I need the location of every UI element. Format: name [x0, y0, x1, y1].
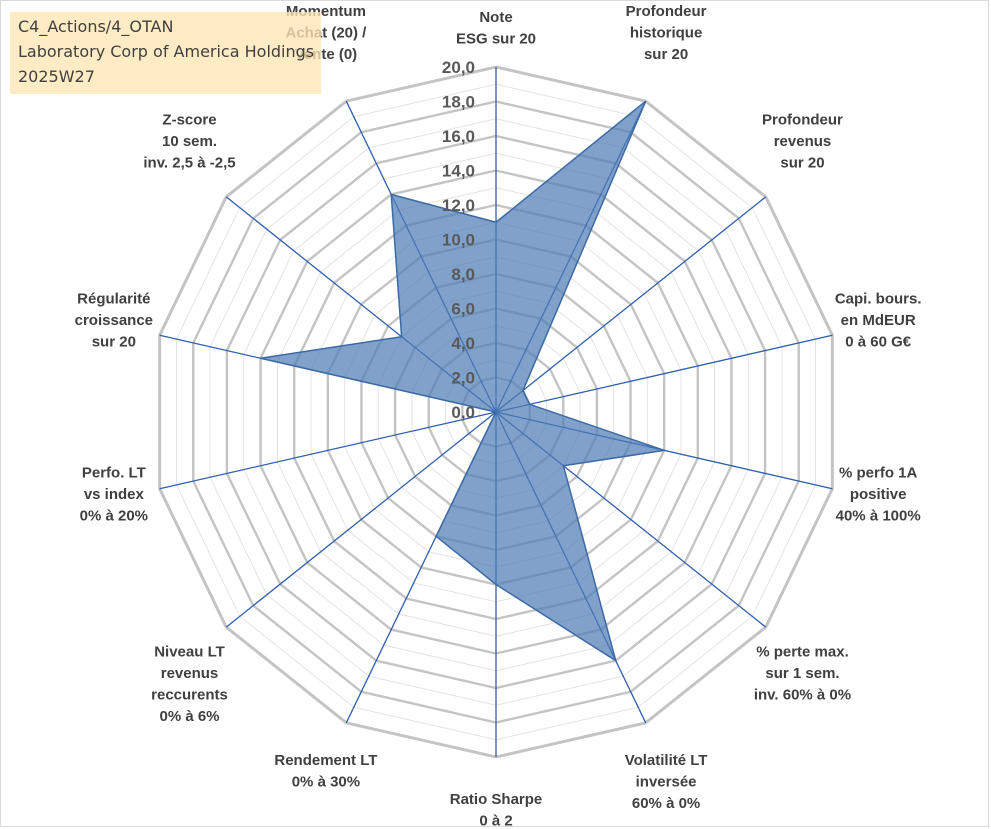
axis-label: % perte max. sur 1 sem. inv. 60% à 0%: [754, 643, 851, 703]
axis-label: Ratio Sharpe 0 à 2: [450, 791, 543, 829]
axis-label: Niveau LT revenus reccurents 0% à 6%: [151, 643, 228, 725]
axis-label: % perfo 1A positive 40% à 100%: [836, 465, 921, 525]
tick-label: 16,0: [442, 127, 475, 146]
tick-label: 10,0: [442, 231, 475, 250]
tick-label: 18,0: [442, 93, 475, 112]
tick-label: 2,0: [451, 369, 475, 388]
radar-series: [260, 100, 665, 663]
spoke-axis: [159, 411, 497, 490]
axis-label: Profondeur historique sur 20: [626, 3, 707, 63]
title-line-3: 2025W27: [18, 67, 95, 86]
chart-title-box: C4_Actions/4_OTAN Laboratory Corp of Ame…: [10, 12, 321, 94]
tick-label: 4,0: [451, 334, 475, 353]
tick-label: 14,0: [442, 162, 475, 181]
spoke-axis: [225, 411, 497, 628]
radial-tick-labels: 0,0 2,0 4,0 6,0 8,0 10,0 12,0 14,0 16,0 18,0 20,0: [442, 58, 475, 422]
title-line-2: Laboratory Corp of America Holdings: [18, 42, 315, 61]
tick-label: 20,0: [442, 58, 475, 77]
tick-label: 8,0: [451, 265, 475, 284]
series-area: [260, 100, 665, 663]
axis-label: Perfo. LT vs index 0% à 20%: [80, 465, 148, 525]
spoke-axis: [495, 334, 833, 413]
axis-label: Capi. bours. en MdEUR 0 à 60 G€: [835, 290, 922, 350]
axis-label: Volatilité LT inversée 60% à 0%: [625, 752, 708, 812]
title-line-1: C4_Actions/4_OTAN: [18, 17, 174, 36]
axis-label: Rendement LT 0% à 30%: [274, 752, 377, 791]
axis-label: Z-score 10 sem. inv. 2,5 à -2,5: [143, 112, 235, 172]
axis-label: Profondeur revenus sur 20: [762, 112, 843, 172]
tick-label: 0,0: [451, 403, 475, 422]
spoke-axis: [495, 196, 767, 413]
tick-label: 6,0: [451, 300, 475, 319]
tick-label: 12,0: [442, 196, 475, 215]
axis-label: Note ESG sur 20: [456, 9, 536, 48]
axis-label: Régularité croissance sur 20: [75, 290, 153, 350]
